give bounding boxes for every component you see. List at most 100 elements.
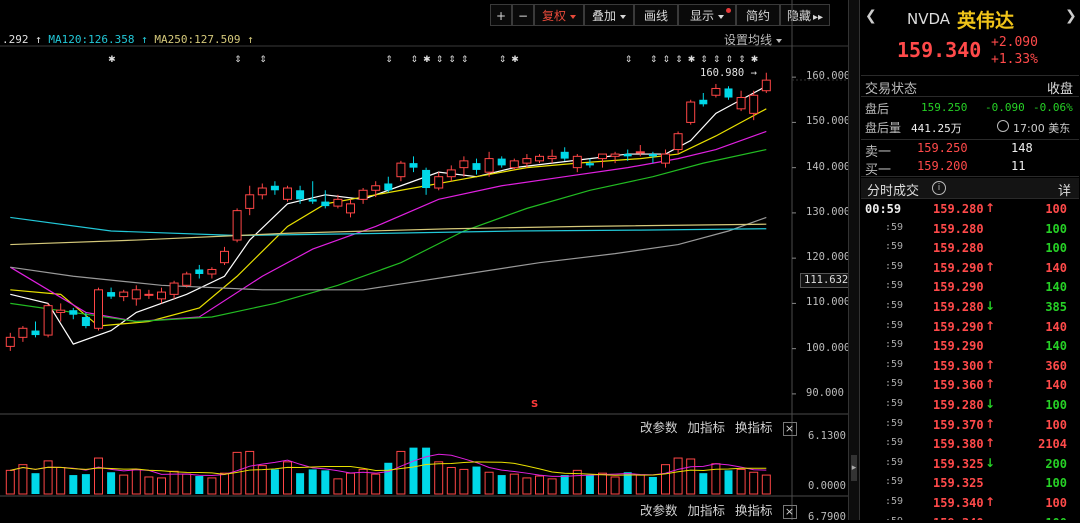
volume-bar-up bbox=[711, 463, 721, 495]
change-params-button[interactable]: 改参数 bbox=[640, 420, 678, 435]
candle-body-up bbox=[283, 187, 292, 200]
event-marker-icon[interactable]: ⇕ bbox=[461, 55, 469, 65]
candle-body-up bbox=[56, 309, 66, 313]
trade-volume: 140 bbox=[1045, 319, 1067, 334]
jianyue-button[interactable]: 简约 bbox=[736, 4, 780, 26]
candle-body-up bbox=[434, 176, 444, 189]
trade-price: 159.380 bbox=[933, 437, 984, 452]
event-marker-icon[interactable]: ✱ bbox=[688, 55, 696, 65]
ma-settings-button[interactable]: 设置均线 bbox=[724, 31, 783, 48]
chevron-down-icon bbox=[570, 14, 576, 19]
switch-indicator-button[interactable]: 换指标 bbox=[735, 420, 773, 435]
close-icon[interactable]: × bbox=[782, 422, 797, 436]
detail-button[interactable]: 详 bbox=[1057, 184, 1071, 199]
trade-price: 159.325 bbox=[933, 476, 984, 491]
candle-body-down bbox=[699, 99, 708, 105]
trade-time: :59 bbox=[885, 280, 904, 292]
event-marker-icon[interactable]: ⇕ bbox=[259, 55, 267, 65]
volume-bar-up bbox=[598, 472, 607, 495]
collapse-handle-icon[interactable]: ▸ bbox=[851, 455, 857, 481]
candlestick-chart[interactable]: ✱ ⇕ ⇕ ⇕ ⇕ ✱ ⇕ ⇕ ⇕ ⇕ ✱ ⇕ ⇕ ⇕ ⇕ ✱ ⇕ ⇕ ⇕ ⇕ ✱ bbox=[0, 0, 848, 520]
change-params-button[interactable]: 改参数 bbox=[640, 503, 678, 518]
add-indicator-button[interactable]: 加指标 bbox=[687, 503, 726, 518]
after-vol-label: 盘后量 bbox=[865, 121, 902, 135]
arrow-up-icon: ↑ bbox=[985, 357, 996, 372]
zoom-in-button[interactable]: + bbox=[490, 4, 512, 26]
event-marker-icon[interactable]: ✱ bbox=[511, 55, 519, 65]
candle-body-down bbox=[81, 316, 90, 327]
trade-time: :59 bbox=[885, 456, 904, 468]
info-icon[interactable]: i bbox=[932, 181, 946, 195]
trade-row: :59 159.280 100 bbox=[861, 239, 1079, 258]
arrow-up-icon: ↑ bbox=[985, 318, 996, 333]
trade-price: 159.360 bbox=[933, 378, 984, 393]
event-marker-icon[interactable]: ⇕ bbox=[726, 55, 734, 65]
ask-row: 卖一 159.250 148 bbox=[861, 139, 1079, 160]
candle-body-up bbox=[358, 189, 368, 200]
trade-volume: 100 bbox=[1045, 202, 1067, 216]
event-marker-icon[interactable]: ✱ bbox=[108, 55, 116, 65]
trade-row: :59 159.280 100 bbox=[861, 220, 1079, 239]
volume-bar-down bbox=[699, 473, 708, 494]
event-marker-icon[interactable]: ⇕ bbox=[663, 55, 671, 65]
buy1-label: 买一 bbox=[865, 163, 892, 178]
trade-time: :59 bbox=[885, 417, 904, 429]
event-marker-icon[interactable]: ⇕ bbox=[650, 55, 658, 65]
event-marker-icon[interactable]: ⇕ bbox=[738, 55, 746, 65]
chart-area[interactable]: + − 复权 叠加 画线 显示 简约 隐藏 ▸▸ .292 ↑ MA120:126… bbox=[0, 0, 853, 523]
arrow-down-icon: ↓ bbox=[985, 299, 996, 313]
sell1-label: 卖一 bbox=[865, 145, 892, 160]
fuquan-button[interactable]: 复权 bbox=[534, 4, 584, 26]
candle-body-down bbox=[195, 269, 204, 274]
trade-price: 159.280 bbox=[933, 398, 984, 412]
candle-body-up bbox=[232, 210, 242, 241]
event-marker-icon[interactable]: ⇕ bbox=[448, 55, 456, 65]
candle-body-up bbox=[598, 153, 607, 160]
huaxian-button[interactable]: 画线 bbox=[634, 4, 678, 26]
candle-body-up bbox=[459, 160, 469, 169]
prev-stock-button[interactable]: ❮ bbox=[865, 8, 877, 24]
candle-body-up bbox=[396, 162, 406, 178]
trade-list[interactable]: 00:59 159.280 ↑ 100:59 159.280 100:59 159.280 1… bbox=[861, 200, 1079, 520]
event-marker-icon[interactable]: ⇕ bbox=[675, 55, 683, 65]
volume-bar-up bbox=[94, 457, 103, 495]
switch-indicator-button[interactable]: 换指标 bbox=[735, 503, 773, 518]
trade-volume: 140 bbox=[1045, 339, 1067, 354]
candle-body-up bbox=[18, 327, 28, 338]
add-indicator-button[interactable]: 加指标 bbox=[687, 420, 726, 435]
trade-row: :59 159.290 ↑ 140 bbox=[861, 259, 1079, 278]
volume-bar-up bbox=[169, 470, 179, 495]
candle-body-up bbox=[673, 133, 683, 151]
next-stock-button[interactable]: ❯ bbox=[1065, 8, 1077, 24]
stock-code: NVDA bbox=[907, 10, 951, 28]
volume-bar-down bbox=[384, 462, 393, 494]
ma120-value: MA120:126.358 bbox=[48, 33, 135, 46]
trade-row: :59 159.340 100 bbox=[861, 514, 1079, 520]
candle-body-up bbox=[661, 153, 670, 164]
close-icon[interactable]: × bbox=[782, 505, 797, 519]
event-marker-icon[interactable]: ⇕ bbox=[411, 55, 419, 65]
event-marker-icon[interactable]: ⇕ bbox=[499, 55, 507, 65]
diejia-button[interactable]: 叠加 bbox=[584, 4, 634, 26]
after-vol: 441.25万 bbox=[911, 122, 962, 135]
event-marker-icon[interactable]: ✱ bbox=[423, 55, 431, 65]
xianshi-button[interactable]: 显示 bbox=[678, 4, 736, 26]
trade-volume: 385 bbox=[1045, 300, 1067, 314]
event-marker-icon[interactable]: ⇕ bbox=[385, 55, 393, 65]
volume-bar-down bbox=[560, 475, 569, 494]
ma-line-ma5 bbox=[10, 85, 767, 345]
panel-divider[interactable]: ▸ bbox=[848, 0, 860, 520]
volume-bar-up bbox=[43, 460, 53, 495]
zoom-out-button[interactable]: − bbox=[512, 4, 534, 26]
volume-bar-up bbox=[484, 471, 494, 495]
volume-bar-down bbox=[81, 474, 90, 494]
trade-time: :59 bbox=[885, 378, 904, 390]
event-marker-icon[interactable]: ⇕ bbox=[700, 55, 708, 65]
event-marker-icon[interactable]: ⇕ bbox=[234, 55, 242, 65]
bid-row: 买一 159.200 11 bbox=[861, 158, 1079, 178]
event-marker-icon[interactable]: ⇕ bbox=[625, 55, 633, 65]
event-marker-icon[interactable]: ✱ bbox=[751, 55, 759, 65]
trade-volume: 100 bbox=[1045, 417, 1067, 432]
event-marker-icon[interactable]: ⇕ bbox=[713, 55, 721, 65]
event-marker-icon[interactable]: ⇕ bbox=[436, 55, 444, 65]
